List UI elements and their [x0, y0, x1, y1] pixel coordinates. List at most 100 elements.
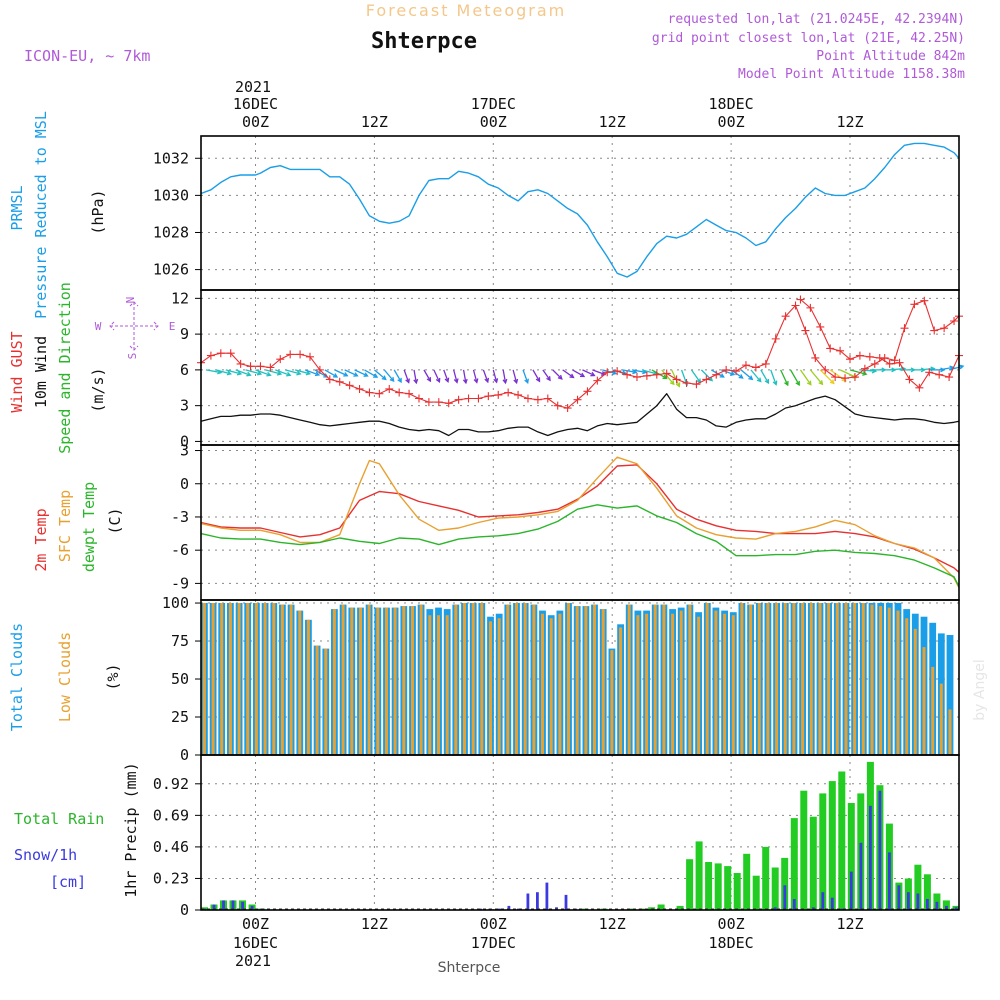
gust-marker	[831, 373, 840, 382]
low-cloud-bar	[922, 647, 926, 755]
low-cloud-bar	[272, 603, 276, 755]
wind-arrow-head	[493, 378, 499, 384]
wind-direction-arrow	[641, 369, 657, 375]
low-cloud-bar	[480, 603, 484, 755]
wind-arrow-head	[236, 370, 243, 376]
wind-arrow-head	[546, 376, 551, 382]
compass-w: W	[95, 320, 102, 333]
gust-marker	[865, 352, 874, 361]
wind-direction-arrow	[225, 369, 242, 375]
low-cloud-bar	[306, 619, 310, 755]
rain-bar	[809, 816, 817, 910]
wind-direction-arrow	[829, 369, 847, 382]
low-cloud-bar	[385, 607, 388, 755]
gust-marker	[712, 370, 721, 379]
wind-arrow-head	[484, 377, 490, 384]
low-cloud-bar	[428, 615, 432, 755]
low-cloud-bar	[393, 607, 397, 755]
gust-marker	[811, 353, 820, 362]
wind-arrow-head	[381, 375, 387, 381]
rain-bar	[933, 893, 941, 910]
rain-bar	[762, 846, 770, 910]
low-cloud-bar	[324, 648, 328, 755]
low-cloud-bar	[835, 603, 839, 755]
rain-bar	[752, 875, 760, 910]
low-cloud-bar	[515, 603, 518, 755]
wind-arrow-head	[373, 373, 379, 378]
wind-direction-arrow	[572, 369, 585, 378]
wind-direction-arrow	[324, 369, 338, 378]
wind-direction-arrow	[542, 369, 551, 381]
wind-direction-arrow	[433, 369, 441, 383]
wind-arrow-head	[453, 378, 459, 384]
low-cloud-bar	[254, 603, 258, 755]
wind-direction-arrow	[661, 369, 675, 385]
rain-bar	[676, 905, 684, 910]
gust-marker	[846, 355, 855, 364]
wind-direction-arrow	[255, 369, 271, 376]
gust-marker	[434, 398, 443, 407]
y-tick-label: 0	[180, 475, 189, 493]
wind-direction-arrow	[919, 367, 935, 371]
snow-bar	[897, 885, 901, 910]
y-tick-label: -6	[171, 541, 189, 559]
wind-arrow-head	[405, 378, 410, 384]
wind-arrow-head	[435, 377, 441, 384]
wind-direction-arrow	[750, 369, 762, 382]
gust-marker	[216, 349, 225, 358]
temp-ylabel: (C)	[106, 507, 124, 534]
wind-direction-arrow	[760, 369, 769, 384]
gust-marker	[236, 359, 245, 368]
low-cloud-bar	[341, 604, 345, 755]
snow-bar	[821, 892, 825, 910]
low-cloud-bar	[905, 618, 909, 755]
rain-bar	[733, 873, 741, 910]
model-label: ICON-EU, ~ 7km	[24, 47, 150, 65]
rain-bar	[705, 862, 713, 910]
panel-pressure: 1026 1028 1030 1032	[153, 136, 960, 290]
wind-direction-arrow	[285, 369, 301, 375]
top-tick-label: 00Z	[718, 113, 745, 131]
snow-bar	[907, 892, 910, 910]
wind-direction-arrow	[789, 369, 800, 386]
rain-bar	[923, 874, 931, 910]
gust-marker	[950, 317, 959, 325]
snow-bar	[564, 894, 568, 910]
wind-arrow-head	[784, 380, 789, 387]
wind-arrow-head	[795, 380, 800, 387]
gust-marker	[613, 367, 622, 376]
compass-n: N	[124, 297, 137, 304]
low-cloud-bar	[489, 621, 492, 755]
gust-marker	[603, 368, 612, 377]
low-cloud-bar	[246, 603, 250, 755]
wind-arrow-head	[756, 377, 762, 383]
bottom-time-axis: 00Z 12Z 00Z 12Z 00Z 12Z 16DEC 17DEC 18DEC	[233, 915, 864, 952]
low-cloud-bar	[463, 603, 466, 755]
low-cloud-bar	[497, 618, 501, 755]
low-cloud-bar	[627, 604, 631, 755]
low-cloud-bar	[610, 650, 614, 755]
y-tick-label: 12	[171, 289, 189, 307]
wind-direction-arrow	[849, 369, 867, 375]
rain-bar	[695, 841, 703, 910]
gust-marker	[935, 370, 944, 379]
gust-marker	[335, 377, 344, 386]
snow-bar	[888, 852, 891, 910]
temp-sfc-label: SFC Temp	[56, 490, 74, 562]
wind-arrow-head	[806, 380, 812, 386]
wind-direction-arrow	[770, 369, 777, 385]
top-tick-label: 12Z	[599, 113, 626, 131]
wind-direction-arrow	[334, 369, 348, 377]
low-cloud-bar	[792, 603, 796, 755]
rain-bar	[686, 859, 694, 910]
wind-direction-arrow	[383, 369, 395, 382]
wind-direction-arrow	[314, 369, 328, 378]
y-tick-label: 3	[180, 397, 189, 415]
gust-marker	[900, 324, 909, 333]
wind-arrow-head	[444, 377, 450, 383]
gust-marker	[395, 388, 404, 397]
wind-direction-arrow	[462, 369, 467, 383]
low-cloud-bar	[939, 683, 943, 755]
wind-direction-label: Speed and Direction	[56, 282, 74, 454]
gust-marker	[563, 404, 572, 413]
